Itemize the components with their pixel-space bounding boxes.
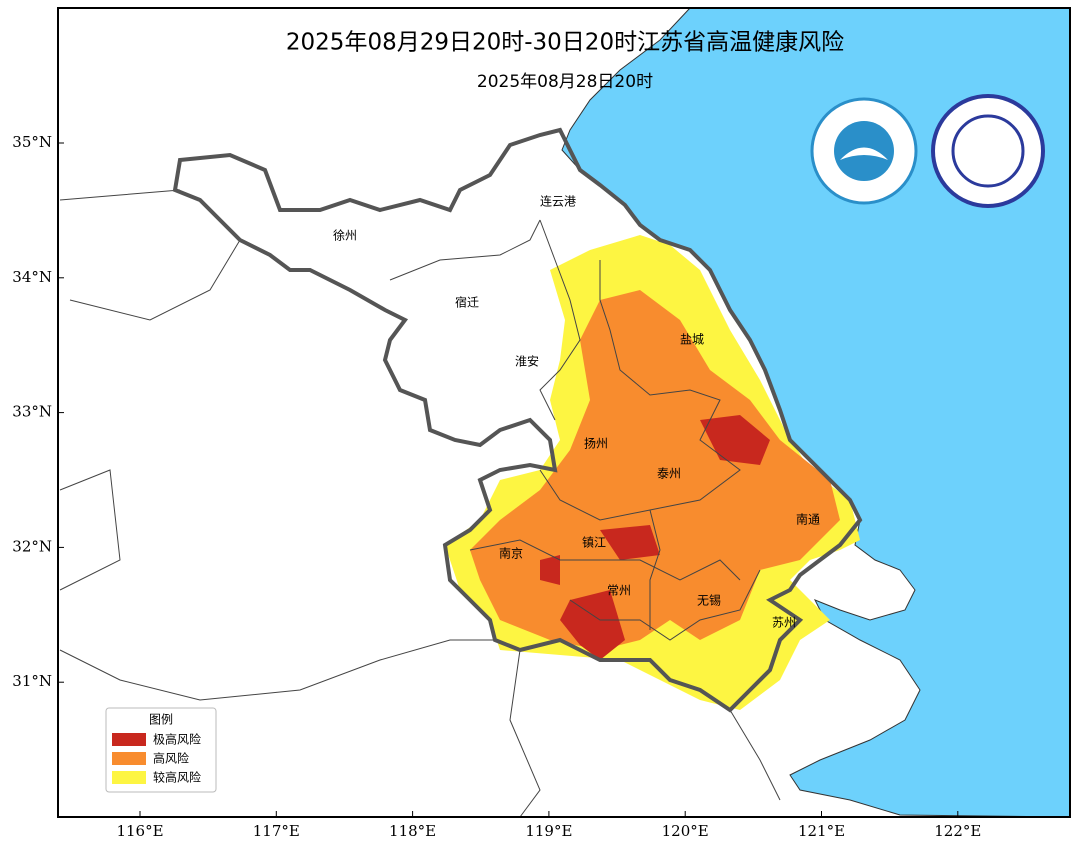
risk-area (540, 555, 560, 585)
logos (810, 94, 1045, 208)
x-tick-label: 117°E (253, 822, 300, 840)
city-label: 扬州 (584, 436, 608, 451)
risk-area (560, 590, 625, 660)
title: 2025年08月29日20时-30日20时江苏省高温健康风险 (286, 30, 844, 56)
city-label: 徐州 (333, 228, 357, 243)
boundary (649, 509, 661, 630)
city-label: 宿迁 (455, 295, 479, 310)
y-tick-label: 33°N (12, 403, 52, 421)
x-tick-label: 116°E (116, 822, 163, 840)
legend-label: 极高风险 (153, 732, 201, 747)
legend-title: 图例 (149, 713, 173, 727)
x-tick-label: 119°E (525, 822, 572, 840)
boundary (729, 709, 781, 801)
boundary (389, 219, 541, 281)
city-label: 南通 (796, 512, 820, 527)
x-tick-label: 121°E (798, 822, 845, 840)
boundary (509, 649, 541, 818)
y-tick-label: 35°N (12, 133, 52, 151)
legend-swatch (112, 752, 146, 765)
logo (931, 94, 1045, 208)
x-tick-label: 118°E (389, 822, 436, 840)
y-tick-label: 31°N (12, 672, 52, 690)
legend-label: 高风险 (153, 751, 189, 766)
city-label: 泰州 (657, 467, 681, 481)
boundary (69, 239, 241, 321)
logo (840, 147, 888, 160)
y-tick-label: 32°N (12, 537, 52, 555)
city-label: 淮安 (515, 354, 539, 369)
boundary (569, 569, 761, 641)
city-label: 南京 (499, 546, 523, 561)
subtitle: 2025年08月28日20时 (477, 72, 653, 92)
x-tick-label: 122°E (934, 822, 981, 840)
city-label: 镇江 (582, 536, 606, 550)
boundary (469, 539, 741, 581)
legend-label: 较高风险 (153, 770, 201, 785)
x-tick-label: 120°E (662, 822, 709, 840)
boundary (539, 219, 581, 421)
inner-boundaries (59, 189, 781, 818)
boundary (539, 260, 741, 521)
y-tick-label: 34°N (12, 268, 52, 286)
city-label: 盐城 (680, 333, 704, 347)
boundary (59, 469, 121, 591)
city-label: 苏州 (772, 616, 796, 630)
legend-swatch (112, 733, 146, 746)
risk-area (700, 415, 770, 465)
logo (951, 114, 1025, 188)
risk-area (600, 525, 660, 560)
province-boundary (172, 127, 863, 713)
boundary (59, 639, 495, 701)
city-label: 连云港 (540, 194, 576, 209)
boundary (59, 189, 181, 201)
city-label: 无锡 (697, 593, 721, 608)
city-label: 常州 (607, 584, 631, 598)
legend-swatch (112, 771, 146, 784)
